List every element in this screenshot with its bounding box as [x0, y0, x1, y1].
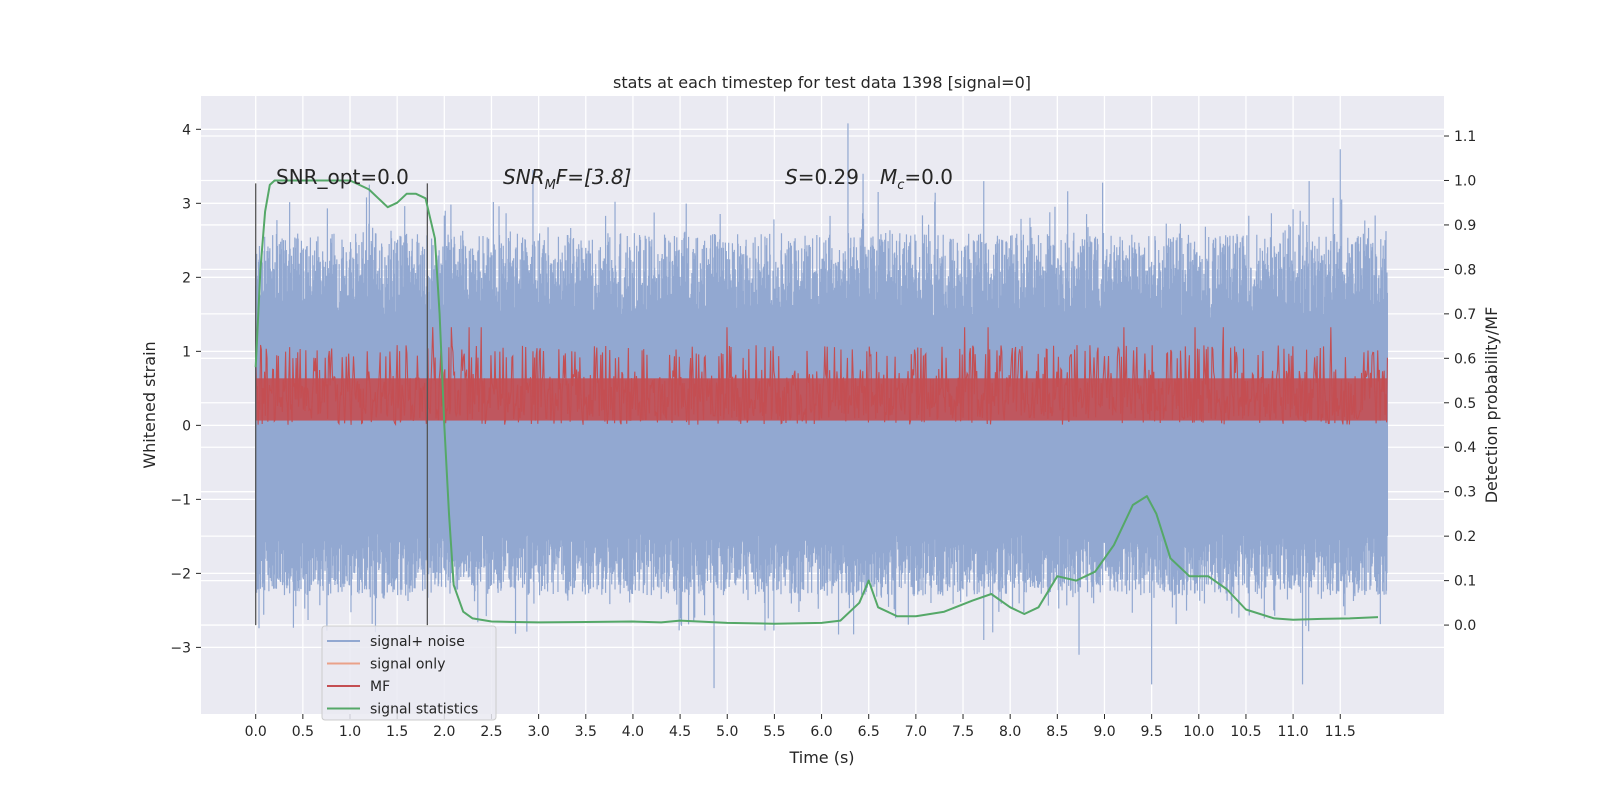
x-tick-label: 7.0: [905, 724, 927, 740]
y2-tick-label: 0.9: [1454, 218, 1476, 234]
x-tick-label: 6.5: [858, 724, 880, 740]
snr-mf-label: SNR: [503, 165, 545, 189]
y-axis-title: Whitened strain: [140, 341, 159, 468]
annotation-mc: Mc=0.0: [880, 165, 953, 193]
x-tick-label: 9.0: [1093, 724, 1115, 740]
y2-tick-label: 0.5: [1454, 396, 1476, 412]
x-tick-label: 4.5: [669, 724, 691, 740]
x-tick-label: 4.0: [622, 724, 644, 740]
y2-tick-label: 0.2: [1454, 529, 1476, 545]
y-tick-label: 1: [182, 344, 191, 360]
y2-tick-label: 0.6: [1454, 351, 1476, 367]
x-tick-label: 10.5: [1230, 724, 1261, 740]
s-value: =0.29: [798, 165, 859, 189]
snr-mf-value: F=[3.8]: [556, 165, 632, 189]
x-tick-label: 0.0: [245, 724, 267, 740]
annotation-snr-mf: SNRMF=[3.8]: [503, 165, 631, 193]
mc-label: M: [880, 165, 897, 189]
x-tick-label: 3.5: [575, 724, 597, 740]
y-tick-label: −1: [170, 492, 191, 508]
y-tick-label: 2: [182, 270, 191, 286]
legend-box: [321, 625, 497, 721]
x-tick-label: 2.0: [433, 724, 455, 740]
x-tick-label: 0.5: [292, 724, 314, 740]
y2-tick-label: 0.4: [1454, 440, 1476, 456]
x-tick-label: 8.0: [999, 724, 1021, 740]
annotation-snr-opt: SNR_opt=0.0: [276, 165, 409, 189]
y2-tick-label: 0.1: [1454, 574, 1476, 590]
legend: signal+ noise signal only MF signal statist…: [321, 625, 497, 721]
y2-tick-label: 0.7: [1454, 307, 1476, 323]
y2-tick-label: 0.3: [1454, 485, 1476, 501]
annotation-s: S=0.29: [785, 165, 859, 189]
y-tick-label: −2: [170, 566, 191, 582]
y-tick-label: 3: [182, 196, 191, 212]
x-tick-label: 2.5: [480, 724, 502, 740]
y2-tick-label: 1.1: [1454, 129, 1476, 145]
legend-label: MF: [370, 679, 390, 695]
x-tick-label: 10.0: [1183, 724, 1214, 740]
x-tick-label: 8.5: [1046, 724, 1068, 740]
x-tick-label: 1.0: [339, 724, 361, 740]
x-tick-label: 11.5: [1325, 724, 1356, 740]
mf-line: [255, 327, 1388, 427]
y2-axis-title: Detection probability/MF: [1482, 307, 1501, 504]
y-tick-label: −3: [170, 640, 191, 656]
x-tick-label: 11.0: [1278, 724, 1309, 740]
marks: [254, 123, 1389, 689]
y-tick-label: 4: [182, 122, 191, 138]
x-axis-title: Time (s): [788, 748, 854, 767]
x-tick-label: 9.5: [1141, 724, 1163, 740]
chart-title: stats at each timestep for test data 139…: [613, 73, 1031, 92]
mc-value: =0.0: [904, 165, 953, 189]
y-tick-label: 0: [182, 418, 191, 434]
signal-statistics-line: [254, 179, 1379, 625]
legend-label: signal only: [370, 657, 445, 673]
x-tick-label: 5.0: [716, 724, 738, 740]
mc-sub: c: [897, 178, 904, 193]
axes: 0.0 0.5 1.0 1.5 2.0 2.5 3.0 3.5 4.0 4.5 5.0 5.5 6.0 6…: [170, 122, 1476, 740]
x-tick-label: 5.5: [763, 724, 785, 740]
legend-label: signal+ noise: [370, 634, 465, 650]
x-tick-label: 3.0: [527, 724, 549, 740]
legend-label: signal statistics: [370, 702, 478, 718]
s-label: S: [785, 165, 798, 189]
snr-mf-sub: M: [545, 178, 556, 193]
y2-tick-label: 0.8: [1454, 262, 1476, 278]
y2-tick-label: 0.0: [1454, 618, 1476, 634]
x-tick-label: 6.0: [810, 724, 832, 740]
y2-tick-label: 1.0: [1454, 173, 1476, 189]
x-tick-label: 7.5: [952, 724, 974, 740]
x-tick-label: 1.5: [386, 724, 408, 740]
